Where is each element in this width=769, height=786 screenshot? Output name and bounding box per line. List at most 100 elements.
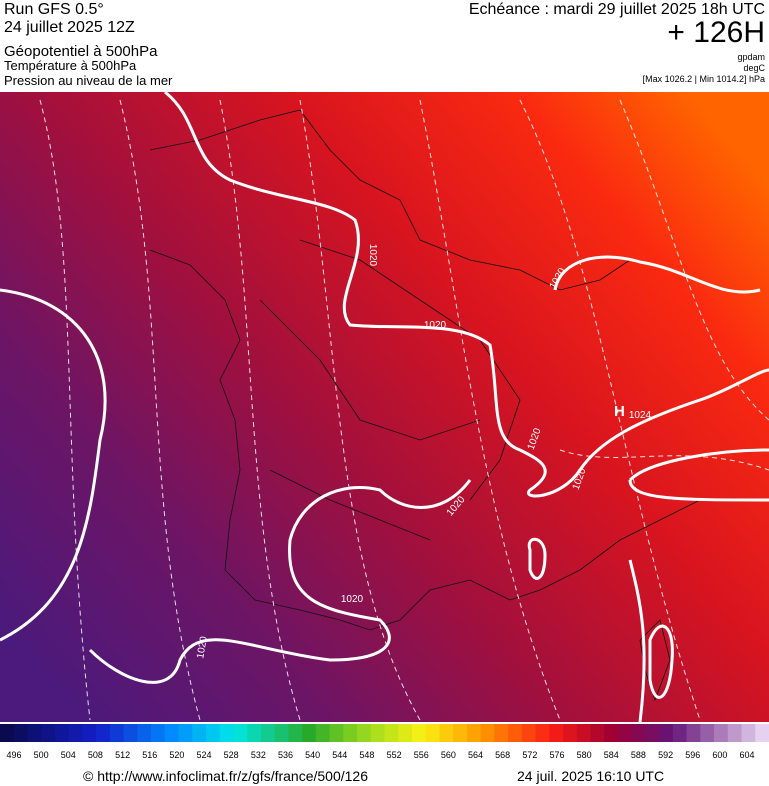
high-marker: H [614, 403, 625, 420]
colorbar-label: 536 [278, 750, 293, 760]
colorbar-label: 592 [658, 750, 673, 760]
unit: gpdam [737, 52, 765, 62]
unit: degC [743, 63, 765, 73]
color-swatch [123, 724, 138, 742]
color-swatch [178, 724, 193, 742]
colorbar-label: 548 [359, 750, 374, 760]
color-swatch [521, 724, 537, 742]
colorbar-label: 508 [88, 750, 103, 760]
color-swatch [13, 724, 28, 742]
header: Run GFS 0.5° 24 juillet 2025 12Z Géopote… [4, 1, 766, 88]
color-swatch [686, 724, 701, 742]
color-swatch [576, 724, 591, 742]
field3: Pression au niveau de la mer [4, 73, 173, 88]
color-swatch [151, 724, 166, 742]
colorbar-label: 576 [549, 750, 564, 760]
color-swatch [0, 724, 15, 742]
run-date: 24 juillet 2025 12Z [4, 19, 135, 36]
color-swatch [233, 724, 248, 742]
color-swatch [590, 724, 605, 742]
color-swatch [315, 724, 331, 742]
color-swatch [137, 724, 152, 742]
colorbar-label: 596 [685, 750, 700, 760]
color-swatch [357, 724, 372, 742]
colorbar-label: 528 [224, 750, 239, 760]
lead-time: + 126H [667, 16, 765, 49]
color-swatch [329, 724, 344, 742]
colorbar-label: 532 [251, 750, 266, 760]
colorbar-label: 504 [61, 750, 76, 760]
field: Géopotentiel à 500hPa [4, 43, 158, 60]
color-swatch [508, 724, 523, 742]
color-swatch [288, 724, 303, 742]
valid-time: Echéance : mardi 29 juillet 2025 18h UTC [469, 1, 765, 18]
color-swatch [659, 724, 674, 742]
color-swatch [54, 724, 70, 742]
colorbar-label: 544 [332, 750, 347, 760]
color-swatch [741, 724, 756, 742]
colorbar-label: 540 [305, 750, 320, 760]
colorbar-label: 516 [142, 750, 157, 760]
color-swatch [27, 724, 42, 742]
colorbar-label: 580 [577, 750, 592, 760]
color-swatch [398, 724, 413, 742]
color-swatch [192, 724, 207, 742]
color-swatch [631, 724, 646, 742]
coastline [149, 109, 701, 631]
color-swatch [645, 724, 660, 742]
color-swatch [109, 724, 125, 742]
color-swatch [96, 724, 111, 742]
colorbar-label: 568 [495, 750, 510, 760]
color-swatch [205, 724, 221, 742]
isobar-label: 1024 [629, 410, 652, 421]
colorbar-label: 588 [631, 750, 646, 760]
color-swatch [370, 724, 385, 742]
colorbar-label: 564 [468, 750, 483, 760]
colorbar-label: 584 [604, 750, 619, 760]
color-swatch [411, 724, 427, 742]
colorbar-label: 560 [441, 750, 456, 760]
color-swatch [247, 724, 262, 742]
temperature-isolines [39, 99, 769, 721]
isobar-label: 1020 [367, 244, 378, 267]
colorbar-label: 604 [740, 750, 755, 760]
source-url: © http://www.infoclimat.fr/z/gfs/france/… [83, 768, 368, 784]
color-swatch [41, 724, 56, 742]
colorbar-label: 512 [115, 750, 130, 760]
isobars [0, 90, 769, 723]
isobar-label: 1020 [424, 320, 447, 331]
colorbar: 496 500 504 508 512 516 520 524 528 532 536 540 544 5… [0, 724, 769, 760]
color-swatch [302, 724, 317, 742]
color-swatch [549, 724, 564, 742]
color-swatch [219, 724, 234, 742]
colorbar-label: 500 [34, 750, 49, 760]
colorbar-label: 572 [522, 750, 537, 760]
colorbar-label: 600 [712, 750, 727, 760]
color-swatch [82, 724, 97, 742]
color-swatch [343, 724, 358, 742]
color-swatch [453, 724, 468, 742]
color-swatch [563, 724, 578, 742]
range: [Max 1026.2 | Min 1014.2] hPa [643, 74, 765, 84]
colorbar-label: 524 [197, 750, 212, 760]
field2: Température à 500hPa [4, 58, 137, 73]
color-swatch [672, 724, 688, 742]
color-swatch [68, 724, 83, 742]
color-swatch [714, 724, 729, 742]
color-swatch [384, 724, 399, 742]
color-swatch [274, 724, 289, 742]
color-swatch [535, 724, 550, 742]
color-swatch [480, 724, 495, 742]
isobar-label: 1020 [195, 635, 210, 659]
colorbar-label: 552 [387, 750, 402, 760]
run: Run GFS 0.5° [4, 1, 104, 18]
colorbar-label: 496 [6, 750, 21, 760]
color-swatch [425, 724, 440, 742]
color-swatch [755, 724, 769, 742]
color-swatch [494, 724, 509, 742]
color-swatch [164, 724, 180, 742]
color-swatch [260, 724, 276, 742]
color-swatch [466, 724, 482, 742]
color-swatch [700, 724, 715, 742]
